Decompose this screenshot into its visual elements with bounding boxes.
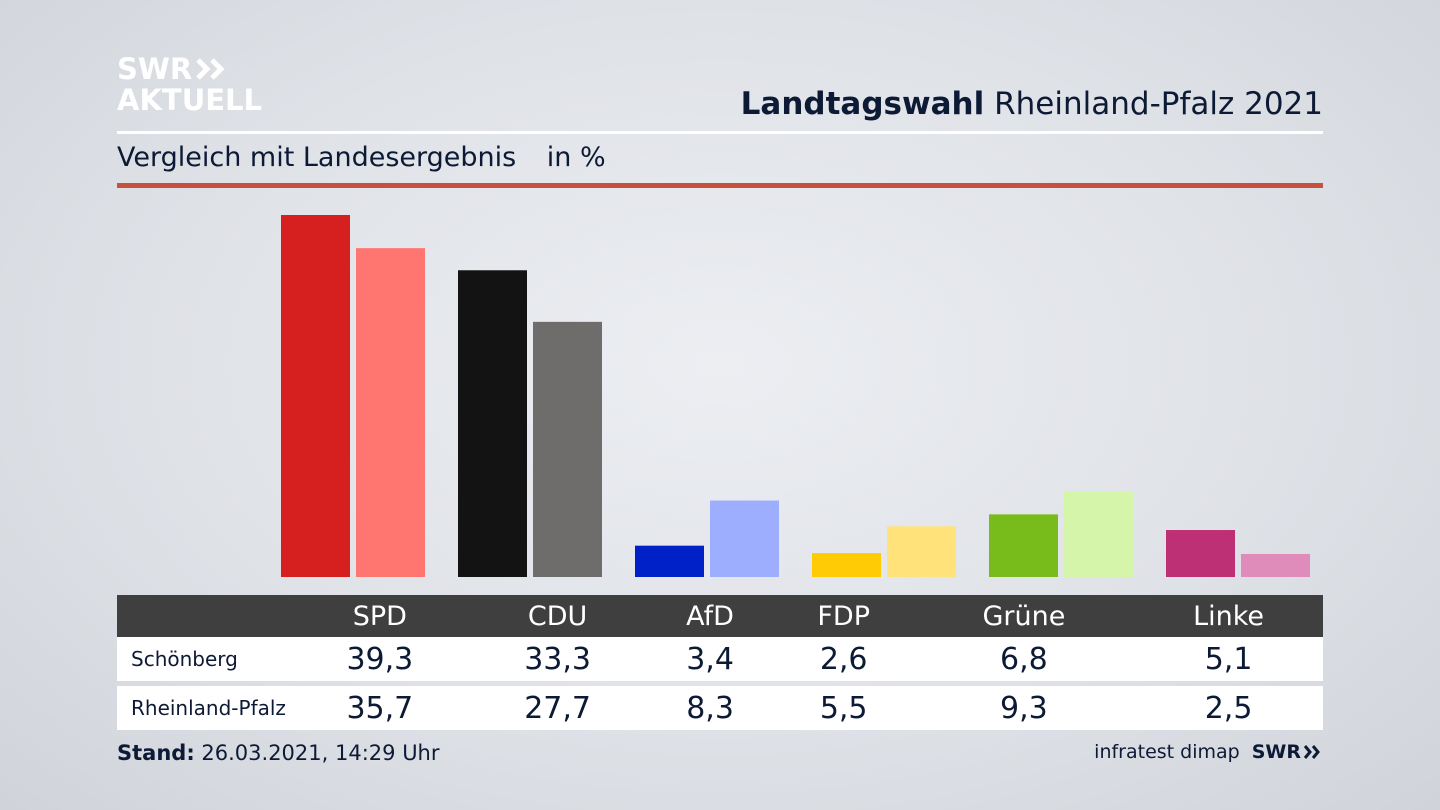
table-header-cell: FDP: [817, 600, 870, 632]
chevron-double-icon: [1303, 745, 1320, 759]
row-label: Rheinland-Pfalz: [131, 696, 286, 720]
bar-spd-schoenberg: [281, 215, 350, 577]
bar-fdp-schoenberg: [812, 553, 881, 577]
bar-linke-schoenberg: [1166, 530, 1235, 577]
bar-fdp-rheinland-pfalz: [887, 526, 956, 577]
bar-cdu-rheinland-pfalz: [533, 321, 602, 577]
bar-linke-rheinland-pfalz: [1241, 553, 1310, 577]
table-cell: 8,3: [686, 690, 734, 726]
logo-line2: AKTUELL: [117, 83, 263, 117]
bar-gruene-rheinland-pfalz: [1064, 491, 1133, 577]
table-header-cell: Linke: [1193, 600, 1265, 632]
timestamp: Stand: 26.03.2021, 14:29 Uhr: [117, 741, 440, 765]
subtitle-unit: in %: [546, 142, 606, 173]
table-cell: 5,1: [1204, 641, 1253, 677]
table-header-cell: AfD: [686, 600, 734, 632]
table-header-row: SPD CDU AfD FDP Grüne Linke: [117, 595, 1323, 637]
table-cell: 2,6: [819, 641, 868, 677]
table-cell: 6,8: [1000, 641, 1048, 677]
table-header-cell: SPD: [352, 600, 407, 632]
table-cell: 3,4: [686, 641, 734, 677]
timestamp-label: Stand:: [117, 741, 195, 765]
table-header-cell: CDU: [527, 600, 588, 632]
subtitle-divider: [117, 183, 1323, 188]
table-cell: 5,5: [819, 690, 868, 726]
subtitle-text: Vergleich mit Landesergebnis: [117, 142, 517, 173]
chevron-double-icon: [196, 58, 225, 80]
logo-line1: SWR: [117, 52, 193, 86]
bar-afd-schoenberg: [635, 545, 704, 577]
title-divider: [117, 131, 1323, 134]
swr-brand: SWR: [1252, 741, 1323, 763]
table-row: Schönberg 39,3 33,3 3,4 2,6 6,8 5,1: [117, 637, 1323, 681]
swr-aktuell-logo: SWR AKTUELL: [117, 54, 262, 116]
page-title: Landtagswahl Rheinland-Pfalz 2021: [741, 86, 1323, 122]
timestamp-value: 26.03.2021, 14:29 Uhr: [201, 741, 440, 765]
source-text: infratest dimap: [1094, 741, 1240, 763]
bar-cdu-schoenberg: [458, 270, 527, 577]
table-cell: 35,7: [346, 690, 414, 726]
results-table: SPD CDU AfD FDP Grüne Linke Schönberg 39…: [117, 595, 1323, 730]
table-cell: 33,3: [524, 641, 591, 677]
table-header-cell: Grüne: [982, 600, 1066, 632]
bar-afd-rheinland-pfalz: [710, 500, 779, 577]
chart-subtitle: Vergleich mit Landesergebnis in %: [117, 142, 606, 173]
table-header-empty: [117, 595, 291, 637]
table-cell: 2,5: [1204, 690, 1253, 726]
table-row: Rheinland-Pfalz 35,7 27,7 8,3 5,5 9,3 2,…: [117, 686, 1323, 730]
row-label: Schönberg: [131, 647, 238, 671]
table-cell: 9,3: [1000, 690, 1048, 726]
swr-brand-text: SWR: [1251, 741, 1301, 763]
table-cell: 27,7: [524, 690, 591, 726]
table-cell: 39,3: [346, 641, 414, 677]
source-credit: infratest dimap SWR: [1094, 741, 1323, 763]
page-title-rest: Rheinland-Pfalz 2021: [994, 86, 1323, 122]
bar-spd-rheinland-pfalz: [356, 248, 425, 577]
bar-gruene-schoenberg: [989, 514, 1058, 577]
page-title-bold: Landtagswahl: [740, 86, 985, 122]
